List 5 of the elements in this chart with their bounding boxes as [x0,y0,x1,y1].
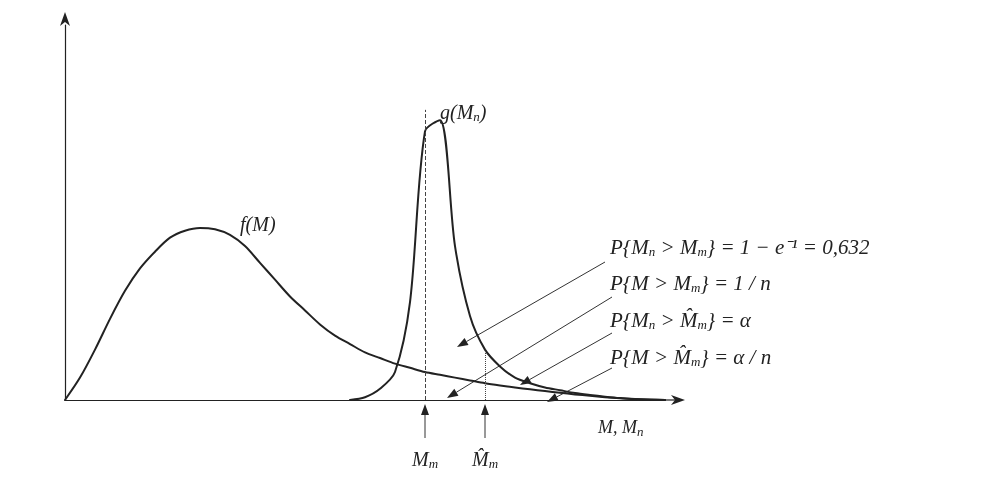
annotation: P{Mn > Mm} = 1 − e⁻¹ = 0,632 [609,234,871,259]
annotation: P{M > M̂m} = α / n [609,344,772,369]
annotation: P{M > Mm} = 1 / n [609,270,771,295]
series-label: f(M) [240,213,276,236]
annotation: P{Mn > M̂m} = α [609,307,752,332]
